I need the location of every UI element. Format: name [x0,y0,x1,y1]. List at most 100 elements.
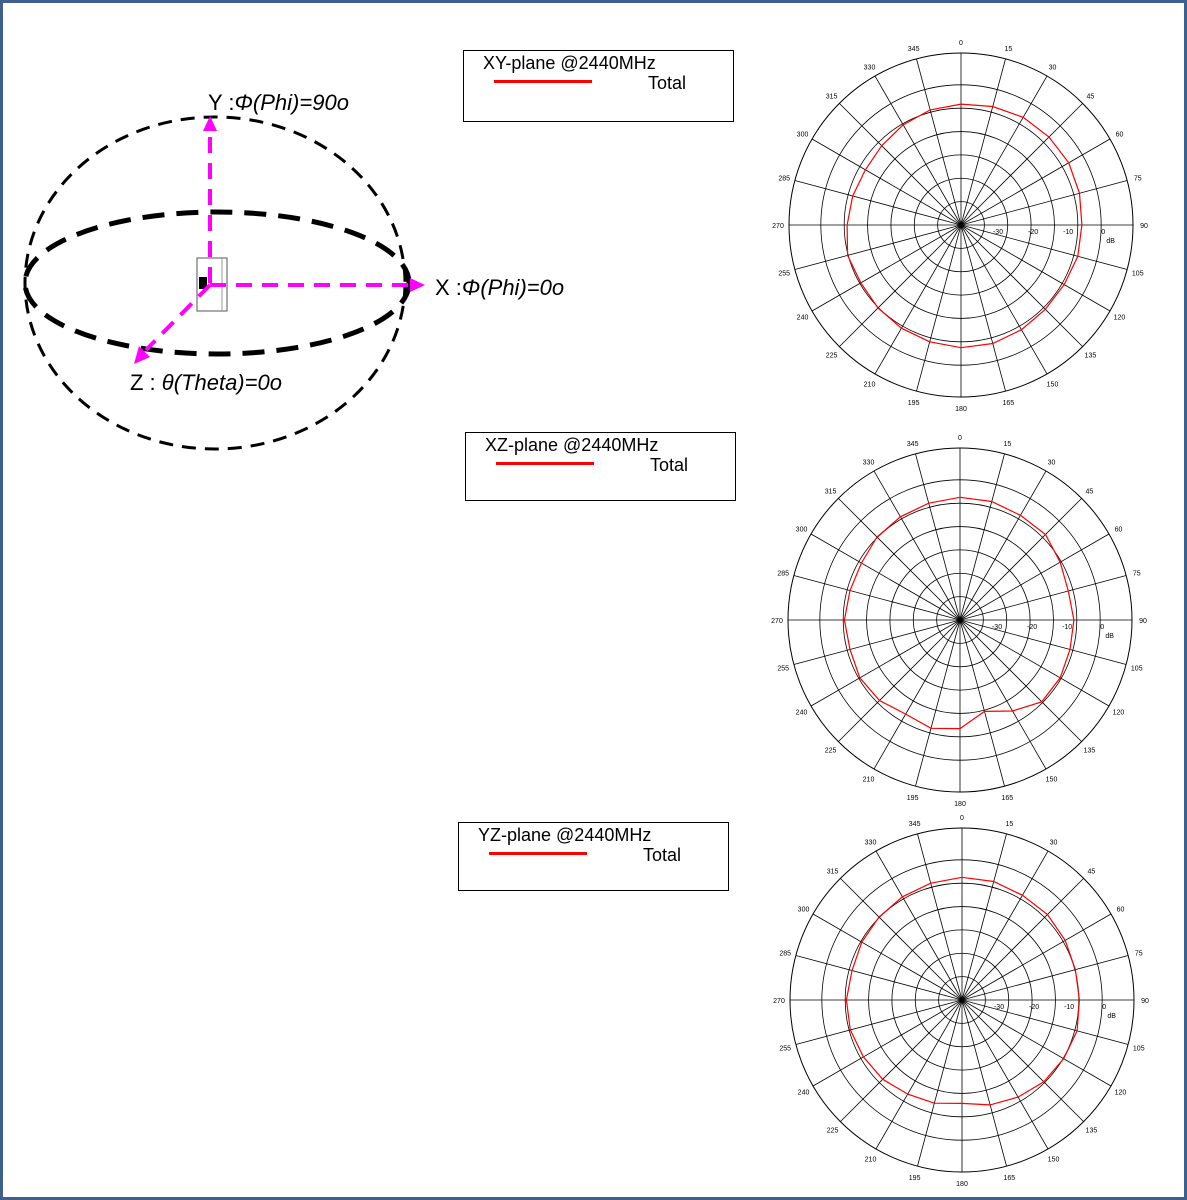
polar-spoke [838,498,961,621]
polar-angle-tick-label: 225 [826,352,838,359]
polar-spoke [916,58,962,226]
polar-spoke [838,619,961,742]
polar-angle-tick-label: 105 [1133,1045,1145,1052]
polar-spoke [959,575,1127,621]
polar-angle-tick-label: 330 [865,840,877,847]
polar-spoke [960,103,1083,226]
polar-angle-tick-label: 150 [1048,1156,1060,1163]
polar-data-point [1059,561,1061,563]
polar-spoke [961,999,1112,1087]
polar-angle-tick-label: 30 [1050,840,1058,847]
polar-data-point [849,1029,851,1031]
polar-data-point [1059,677,1061,679]
polar-angle-tick-label: 240 [797,315,809,322]
polar-data-point [899,516,902,518]
polar-data-point [993,880,995,883]
polar-spoke [960,180,1128,226]
polar-data-point [1073,619,1075,621]
polar-data-point [845,999,847,1001]
polar-angle-tick-label: 345 [907,441,919,448]
y-axis-label: Y :Φ(Phi)=90o [208,90,349,115]
x-axis-label: X :Φ(Phi)=0o [435,275,564,300]
polar-spoke [961,999,1049,1150]
polar-angle-tick-label: 270 [771,618,783,625]
polar-angle-tick-label: 75 [1133,571,1141,578]
polar-angle-tick-label: 15 [1004,46,1012,53]
polar-radial-tick-label: 0 [1101,229,1105,236]
polar-spoke [959,619,1047,770]
polar-data-point [843,619,845,621]
polar-data-point [1020,329,1023,331]
polar-data-point [907,1093,909,1095]
polar-angle-tick-label: 90 [1139,618,1147,625]
polar-angle-tick-label: 120 [1113,710,1125,717]
polar-data-point [851,969,853,972]
polar-data-point [902,124,904,126]
polar-angle-tick-label: 195 [908,400,920,407]
polar-angle-tick-label: 195 [907,795,919,802]
polar-radial-tick-label: -20 [1028,229,1038,236]
polar-spoke [795,999,963,1045]
polar-angle-tick-label: 60 [1116,132,1124,139]
polar-angle-tick-label: 225 [825,747,837,754]
legend-xz: XZ-plane @2440MHz Total [465,432,736,501]
polar-spoke [961,999,1129,1045]
polar-spoke [959,498,1082,621]
polar-data-point [1074,969,1077,971]
polar-angle-tick-label: 240 [798,1090,810,1097]
polar-angle-tick-label: 45 [1088,869,1096,876]
polar-series-line [845,876,1081,1106]
polar-data-point [881,145,883,147]
legend-xy: XY-plane @2440MHz Total [463,50,734,122]
polar-spoke [960,224,1083,347]
polar-unit-label: dB [1107,1013,1116,1020]
polar-angle-tick-label: 285 [778,176,790,183]
legend-yz: YZ-plane @2440MHz Total [458,822,729,891]
polar-angle-tick-label: 300 [798,907,810,914]
polar-radial-tick-label: -30 [994,1004,1004,1011]
polar-angle-tick-label: 270 [773,998,785,1005]
polar-angle-tick-label: 210 [863,776,875,783]
polar-spoke [960,224,1048,375]
polar-data-point [852,195,854,197]
polar-spoke [875,999,963,1150]
polar-data-point [846,254,849,256]
polar-spoke [961,999,1007,1167]
polar-spoke [959,619,1082,742]
polar-angle-tick-label: 0 [960,815,964,822]
polar-radial-tick-label: -30 [992,624,1002,631]
polar-spoke [873,619,961,770]
polar-angle-tick-label: 135 [1084,747,1096,754]
polar-data-point [1046,913,1049,916]
polar-data-point [960,347,962,349]
polar-angle-tick-label: 120 [1115,1090,1127,1097]
polar-spoke [960,224,1006,392]
polar-data-point [876,536,878,538]
polar-angle-tick-label: 180 [955,406,967,413]
polar-data-point [991,500,993,503]
polar-center-dot [958,618,962,622]
polar-spoke [793,619,961,665]
polar-radial-tick-label: -10 [1063,229,1073,236]
legend-xy-title: XY-plane @2440MHz [483,53,656,73]
polar-data-point [882,1078,884,1080]
polar-angle-tick-label: 165 [1002,795,1014,802]
polar-spoke [812,999,963,1087]
polar-spoke [874,224,962,375]
polar-data-point [929,341,931,343]
polar-data-point [846,224,848,226]
polar-radial-tick-label: -30 [993,229,1003,236]
polar-data-point [901,896,904,898]
polar-spoke [875,850,963,1001]
legend-yz-series: Total [643,845,682,865]
legend-xz-series: Total [650,455,689,475]
polar-angle-tick-label: 135 [1085,352,1097,359]
polar-spoke [840,999,963,1122]
polar-data-point [961,876,963,878]
polar-data-point [1067,590,1069,592]
polar-data-point [1078,999,1081,1001]
